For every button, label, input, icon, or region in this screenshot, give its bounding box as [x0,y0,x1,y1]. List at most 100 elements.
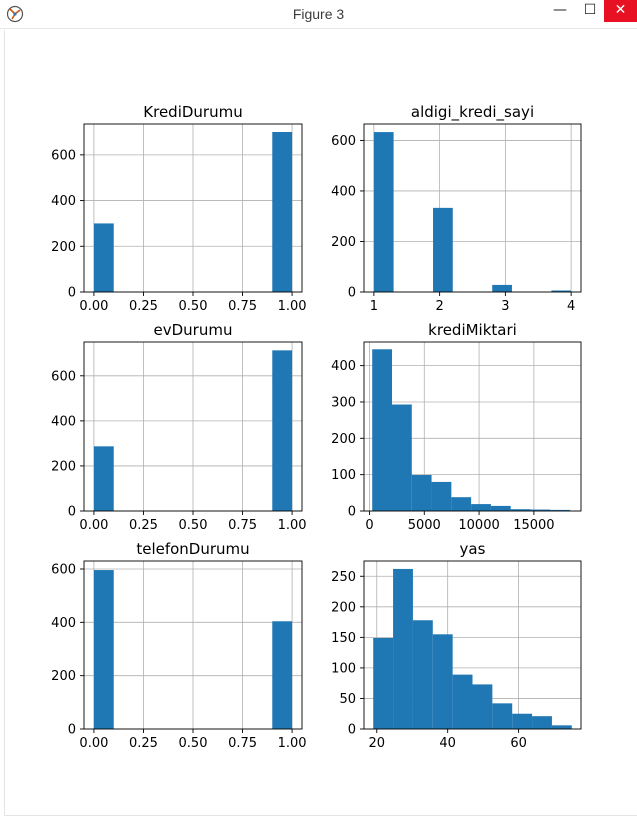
x-tick-label: 60 [510,736,527,751]
close-button[interactable]: ✕ [604,0,637,22]
x-tick-label: 1.00 [278,518,307,533]
axes-frame [363,341,582,512]
histogram-bar-0 [372,349,393,511]
histogram-bar-1 [433,207,453,292]
y-tick-label: 150 [331,631,356,646]
subplot-2: 0.00 0.25 0.50 0.75 1.00 0 200 400 600 evDurumu [51,321,306,533]
histogram-bar-4 [451,497,472,511]
x-tick-label: 0.50 [179,518,208,533]
x-tick-label: 0.00 [79,518,108,533]
x-tick-label: 4 [567,299,575,314]
histogram-bar-8 [530,509,551,511]
subplot-title: krediMiktari [428,321,517,339]
histogram-bar-1 [272,132,293,292]
y-tick-label: 400 [331,359,356,374]
x-tick-label: 1.00 [278,299,307,314]
x-tick-label: 0.75 [228,518,257,533]
subplot-1: 1 2 3 4 0 200 400 600 aldigi_kredi_sayi [331,103,582,314]
y-tick-label: 600 [331,134,356,149]
y-tick-label: 200 [331,235,356,250]
maximize-button[interactable]: ☐ [583,2,597,18]
histogram-bar-0 [373,637,394,729]
histogram-bar-6 [492,703,513,729]
y-tick-label: 300 [331,395,356,410]
histogram-bar-3 [551,290,572,292]
y-tick-label: 0 [348,286,356,301]
x-tick-label: 2 [435,299,443,314]
histogram-bar-2 [412,620,433,729]
subplot-title: evDurumu [154,321,233,339]
x-tick-label: 0.50 [179,736,208,751]
y-tick-label: 0 [348,505,356,520]
x-tick-label: 0.25 [129,736,158,751]
histogram-bar-8 [532,716,552,729]
y-tick-label: 400 [51,194,76,209]
x-tick-label: 3 [501,299,509,314]
window-frame-left [4,30,5,816]
histogram-bar-0 [93,223,114,292]
histogram-bar-3 [431,481,452,511]
subplot-0: 0.00 0.25 0.50 0.75 1.00 0 200 400 600 KrediDurum… [51,103,306,314]
x-tick-label: 0.50 [179,299,208,314]
y-tick-label: 0 [68,505,76,520]
y-tick-label: 400 [331,184,356,199]
x-tick-label: 0.00 [79,736,108,751]
histogram-bar-0 [93,446,114,511]
histogram-bar-7 [510,509,531,511]
y-tick-label: 100 [331,661,356,676]
x-tick-label: 0.25 [129,299,158,314]
x-tick-label: 1.00 [278,736,307,751]
subplot-3: 0 5000 10000 15000 0 100 200 300 400 krediMiktari [331,321,582,533]
y-tick-label: 0 [68,723,76,738]
axes-frame [363,123,582,293]
histogram-bar-9 [551,725,572,729]
histogram-bar-0 [93,570,114,729]
x-tick-label: 0.00 [79,299,108,314]
y-tick-label: 200 [51,459,76,474]
histogram-bar-1 [393,568,413,729]
histogram-bar-2 [492,284,512,292]
window-titlebar: Figure 3 — ☐ ✕ [0,0,637,29]
histogram-bar-1 [272,621,293,729]
histogram-bar-7 [512,713,533,729]
figure-canvas: 0.00 0.25 0.50 0.75 1.000200400600KrediDurum… [51,103,582,751]
subplot-4: 0.00 0.25 0.50 0.75 1.00 0 200 400 600 telefonDur… [51,540,306,751]
histogram-bar-1 [392,404,412,511]
histogram-bar-6 [490,505,511,511]
y-tick-label: 50 [339,692,356,707]
y-tick-label: 400 [51,616,76,631]
window-frame-bottom [4,815,637,816]
y-tick-label: 250 [331,570,356,585]
y-tick-label: 600 [51,148,76,163]
axes-frame [363,560,582,730]
y-tick-label: 200 [331,600,356,615]
subplot-title: aldigi_kredi_sayi [411,103,534,122]
histogram-bar-9 [550,509,571,511]
x-tick-label: 20 [368,736,385,751]
x-tick-label: 0.25 [129,518,158,533]
subplot-5: 20 40 60 0 50 100 150 200 250 yas [331,540,582,751]
subplot-title: KrediDurumu [143,103,242,121]
y-tick-label: 100 [331,468,356,483]
x-tick-label: 1 [370,299,378,314]
y-tick-label: 600 [51,563,76,578]
x-tick-label: 10000 [458,518,499,533]
y-tick-label: 200 [51,240,76,255]
histogram-bar-5 [472,684,493,729]
histogram-bar-3 [432,634,453,729]
minimize-button[interactable]: — [553,2,567,18]
histogram-bar-1 [272,350,293,511]
y-tick-label: 600 [51,369,76,384]
y-tick-label: 200 [51,669,76,684]
x-tick-label: 5000 [408,518,441,533]
histogram-bar-2 [411,475,432,511]
y-tick-label: 200 [331,432,356,447]
y-tick-label: 400 [51,414,76,429]
x-tick-label: 0.75 [228,299,257,314]
app-icon [6,5,24,23]
subplot-title: yas [460,540,486,558]
y-tick-label: 0 [348,723,356,738]
x-tick-label: 0 [365,518,373,533]
window-title: Figure 3 [292,6,345,22]
histogram-bar-5 [471,504,491,511]
